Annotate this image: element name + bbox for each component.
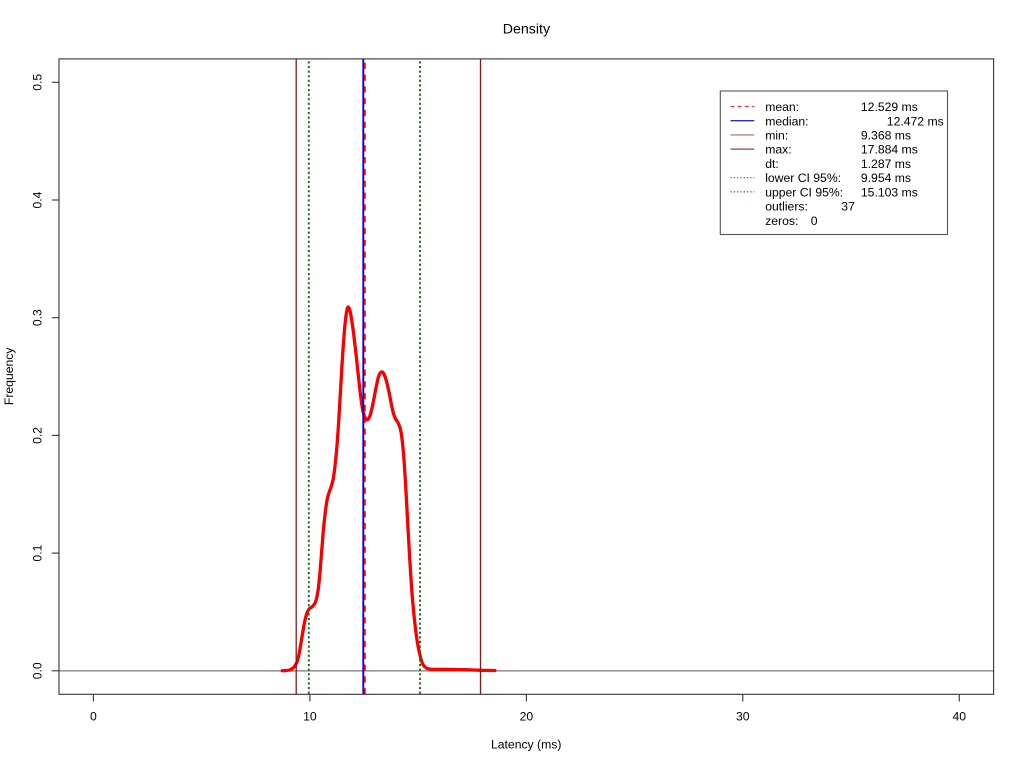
svg-text:10: 10 bbox=[303, 710, 317, 724]
svg-text:Frequency: Frequency bbox=[2, 347, 16, 405]
svg-text:max:: max: bbox=[765, 143, 791, 157]
svg-text:0.4: 0.4 bbox=[31, 191, 45, 208]
svg-text:17.884 ms: 17.884 ms bbox=[861, 143, 918, 157]
svg-text:upper CI 95%:: upper CI 95%: bbox=[765, 185, 843, 199]
svg-text:9.954 ms: 9.954 ms bbox=[861, 171, 911, 185]
svg-text:Density: Density bbox=[503, 22, 551, 38]
svg-text:0: 0 bbox=[811, 214, 818, 228]
svg-text:Latency (ms): Latency (ms) bbox=[491, 738, 561, 752]
svg-text:0.0: 0.0 bbox=[31, 662, 45, 679]
svg-text:mean:: mean: bbox=[765, 100, 799, 114]
svg-text:12.472 ms: 12.472 ms bbox=[887, 114, 944, 128]
svg-text:15.103 ms: 15.103 ms bbox=[861, 185, 918, 199]
svg-text:30: 30 bbox=[736, 710, 750, 724]
svg-text:lower CI 95%:: lower CI 95%: bbox=[765, 171, 841, 185]
svg-text:dt:: dt: bbox=[765, 157, 779, 171]
svg-text:0.5: 0.5 bbox=[31, 74, 45, 91]
svg-text:40: 40 bbox=[953, 710, 967, 724]
svg-text:0: 0 bbox=[90, 710, 97, 724]
svg-text:20: 20 bbox=[520, 710, 534, 724]
svg-text:12.529 ms: 12.529 ms bbox=[861, 100, 918, 114]
svg-text:1.287 ms: 1.287 ms bbox=[861, 157, 911, 171]
svg-text:0.1: 0.1 bbox=[31, 544, 45, 561]
svg-text:9.368 ms: 9.368 ms bbox=[861, 129, 911, 143]
svg-text:37: 37 bbox=[841, 200, 855, 214]
svg-text:median:: median: bbox=[765, 114, 808, 128]
svg-text:outliers:: outliers: bbox=[765, 200, 808, 214]
svg-text:zeros:: zeros: bbox=[765, 214, 798, 228]
svg-text:min:: min: bbox=[765, 129, 788, 143]
svg-text:0.3: 0.3 bbox=[31, 309, 45, 326]
svg-text:0.2: 0.2 bbox=[31, 427, 45, 444]
